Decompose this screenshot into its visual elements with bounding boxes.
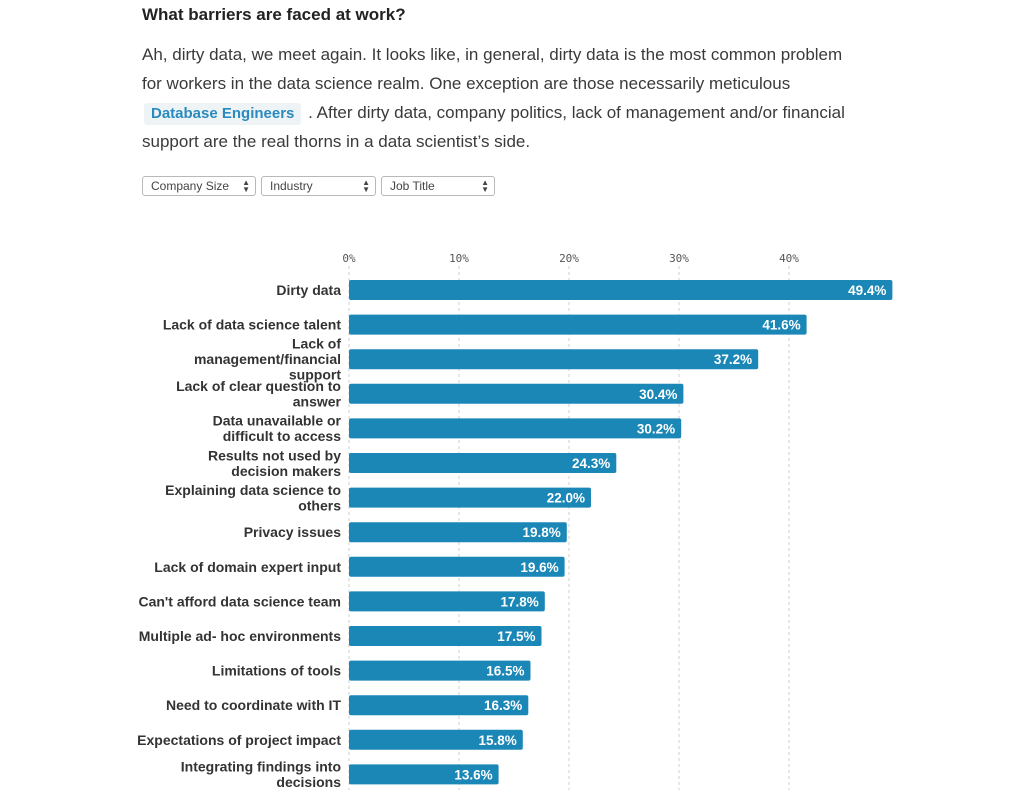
- bar: [349, 764, 499, 785]
- bar: [349, 556, 565, 577]
- category-label: Need to coordinate with IT: [166, 697, 341, 713]
- bar: [349, 349, 759, 370]
- database-engineers-tag[interactable]: Database Engineers: [144, 103, 302, 125]
- bar-value-label: 15.8%: [479, 733, 517, 748]
- bar-value-label: 19.8%: [523, 525, 561, 540]
- bar: [349, 314, 807, 335]
- select-arrows-icon: ▲ ▼: [481, 178, 489, 194]
- filter-bar: Company Size ▲ ▼ Industry ▲ ▼ Job Title ▲ ▼: [142, 176, 495, 196]
- intro-paragraph: Ah, dirty data, we meet again. It looks …: [142, 40, 862, 156]
- category-label: Limitations of tools: [212, 663, 341, 679]
- bar: [349, 418, 682, 439]
- bar-value-label: 30.2%: [637, 421, 675, 436]
- bar: [349, 626, 542, 646]
- section-title: What barriers are faced at work?: [142, 5, 406, 24]
- bar: [349, 729, 523, 750]
- bar: [349, 591, 545, 612]
- industry-select-label: Industry: [270, 179, 313, 193]
- bar-value-label: 41.6%: [762, 318, 800, 333]
- category-label: Results not used by decision makers: [208, 447, 341, 479]
- category-label: Integrating findings into decisions: [181, 759, 341, 791]
- x-tick-label: 10%: [449, 252, 469, 265]
- category-label: Privacy issues: [244, 524, 342, 540]
- category-label: Lack of management/financial support: [194, 336, 341, 383]
- bar-value-label: 13.6%: [454, 767, 492, 782]
- bar: [349, 383, 684, 404]
- bar: [349, 453, 617, 473]
- bar-value-label: 37.2%: [714, 352, 752, 367]
- company-size-select[interactable]: Company Size ▲ ▼: [142, 176, 256, 196]
- intro-text-start: Ah, dirty data, we meet again. It looks …: [142, 45, 843, 93]
- x-tick-label: 40%: [779, 252, 799, 265]
- bar: [349, 487, 591, 508]
- bar: [349, 280, 893, 300]
- category-label: Data unavailable or difficult to access: [213, 413, 342, 445]
- category-label: Lack of domain expert input: [154, 559, 341, 575]
- bar-value-label: 17.5%: [497, 629, 535, 644]
- x-tick-label: 20%: [559, 252, 579, 265]
- bar-value-label: 24.3%: [572, 456, 610, 471]
- category-label: Lack of clear question to answer: [176, 378, 341, 410]
- job-title-select-label: Job Title: [390, 179, 435, 193]
- bar-value-label: 49.4%: [848, 283, 886, 298]
- bar: [349, 695, 529, 716]
- category-label: Lack of data science talent: [163, 317, 342, 333]
- bar-value-label: 16.5%: [486, 664, 524, 679]
- bar-value-label: 30.4%: [639, 387, 677, 402]
- bar: [349, 522, 567, 543]
- category-label: Can't afford data science team: [138, 593, 341, 609]
- select-arrows-icon: ▲ ▼: [242, 178, 250, 194]
- bar-value-label: 19.6%: [520, 560, 558, 575]
- x-tick-label: 0%: [342, 252, 356, 265]
- category-label: Expectations of project impact: [137, 732, 341, 748]
- bar-value-label: 22.0%: [547, 491, 585, 506]
- select-arrows-icon: ▲ ▼: [362, 178, 370, 194]
- category-label: Dirty data: [276, 282, 341, 298]
- category-label: Multiple ad- hoc environments: [139, 628, 341, 644]
- bar-value-label: 16.3%: [484, 698, 522, 713]
- category-label: Explaining data science to others: [165, 482, 341, 513]
- x-tick-label: 30%: [669, 252, 689, 265]
- industry-select[interactable]: Industry ▲ ▼: [261, 176, 376, 196]
- bar-value-label: 17.8%: [501, 594, 539, 609]
- job-title-select[interactable]: Job Title ▲ ▼: [381, 176, 495, 196]
- bar: [349, 660, 531, 681]
- company-size-select-label: Company Size: [151, 179, 230, 193]
- intro-text-end: . After dirty data, company politics, la…: [142, 103, 845, 151]
